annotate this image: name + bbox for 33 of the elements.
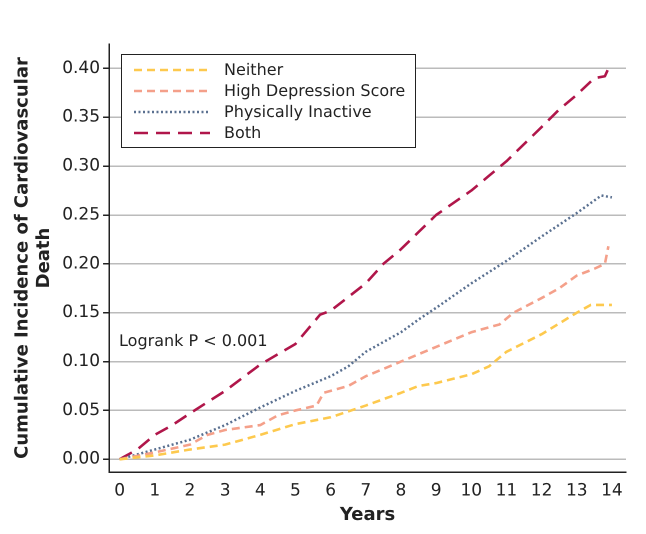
x-tick-label: 11: [496, 480, 518, 501]
x-tick-label: 8: [396, 480, 406, 501]
legend-label: High Depression Score: [224, 80, 406, 101]
x-tick-label: 5: [290, 480, 301, 501]
y-tick-label: 0.05: [62, 400, 100, 420]
x-tick-label: 10: [460, 480, 482, 501]
y-tick-label: 0.30: [62, 156, 100, 176]
y-tick-label: 0.25: [62, 204, 100, 224]
line-series: [118, 244, 610, 461]
x-tick-label: 4: [254, 480, 266, 501]
y-tick-label: 0.10: [62, 351, 100, 371]
y-axis-title: Cumulative Incidence of Cardiovascular Death: [11, 57, 54, 459]
x-tick-label: 13: [566, 480, 588, 501]
x-tick-label: 14: [601, 480, 623, 501]
y-tick-label: 0.00: [62, 448, 100, 469]
x-tick-label: 12: [530, 480, 552, 501]
x-tick-label: 0: [114, 480, 126, 501]
x-axis-title: Years: [338, 504, 396, 525]
x-tick-label: 7: [360, 480, 372, 501]
legend-label: Physically Inactive: [224, 101, 372, 122]
y-tick-label: 0.35: [62, 106, 100, 127]
line-series: [118, 304, 614, 461]
x-tick-label: 3: [220, 480, 231, 501]
annotation: Logrank P < 0.001: [119, 330, 268, 350]
x-tick-label: 1: [149, 480, 160, 501]
y-tick-label: 0.15: [62, 302, 100, 322]
y-tick-label: 0.40: [62, 58, 100, 78]
legend-label: Both: [224, 122, 262, 143]
x-tick-label: 6: [325, 480, 336, 501]
x-tick-label: 2: [184, 480, 196, 501]
y-tick-label: 0.20: [62, 253, 100, 274]
x-tick-label: 9: [430, 480, 442, 501]
legend-label: Neither: [224, 59, 284, 80]
